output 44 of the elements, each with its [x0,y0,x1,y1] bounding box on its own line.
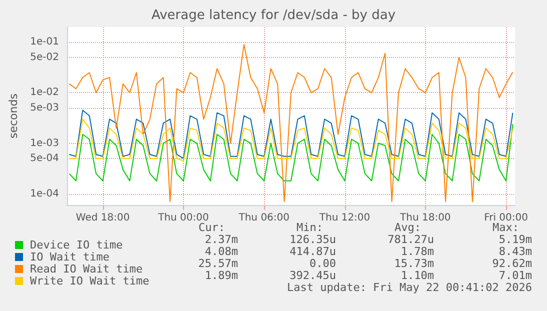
y-tick-label: 1e-03 [30,138,59,149]
y-tick-label: 5e-02 [30,52,59,63]
line-series [68,110,514,159]
text: 8.43m [498,245,532,258]
y-tick-label: 1e-02 [30,87,59,98]
text: 781.27u [388,233,434,246]
chart-title: Average latency for /dev/sda - by day [151,8,396,23]
line-series [68,118,514,162]
text: Min: [296,221,324,234]
y-tick-label: 1e-04 [30,188,59,200]
y-tick-label: 5e-04 [30,152,59,164]
x-tick-label: Thu 12:00 [318,212,370,224]
text: 414.87u [290,245,336,258]
text: 126.35u [290,233,336,246]
x-tick-label: Thu 18:00 [399,212,451,224]
legend-label: Read IO Wait time [30,262,143,276]
y-tick-label: 1e-01 [30,36,59,48]
x-tick-label: Wed 18:00 [76,212,130,224]
line-series [68,44,514,202]
legend-label: IO Wait time [30,250,110,264]
text: 392.45u [290,269,336,282]
y-tick-label: 5e-03 [30,102,59,114]
text: Max: [492,221,520,234]
text: 1.89m [204,269,238,282]
x-tick-label: Fri 00:00 [484,212,528,224]
text: Avg: [394,221,422,234]
x-tick-label: Thu 00:00 [157,212,209,224]
legend-label: Write IO Wait time [30,274,150,288]
text: 2.37m [204,233,238,246]
text: 7.01m [498,269,532,282]
text: 1.78m [400,245,434,258]
text: Cur: [198,221,226,234]
y-axis-title: seconds [7,93,20,138]
text: 5.19m [498,233,532,246]
text: 92.62m [492,257,532,270]
line-series [68,124,514,182]
text: 4.08m [204,245,238,258]
text: 0.00 [310,257,336,270]
x-tick-label: Thu 06:00 [238,212,290,224]
legend-label: Device IO time [30,238,123,252]
text: 25.57m [198,257,238,270]
text: 15.73m [394,257,434,270]
text: 1.10m [400,269,434,282]
text: Last update: Fri May 22 00:41:02 2026 [286,281,532,294]
